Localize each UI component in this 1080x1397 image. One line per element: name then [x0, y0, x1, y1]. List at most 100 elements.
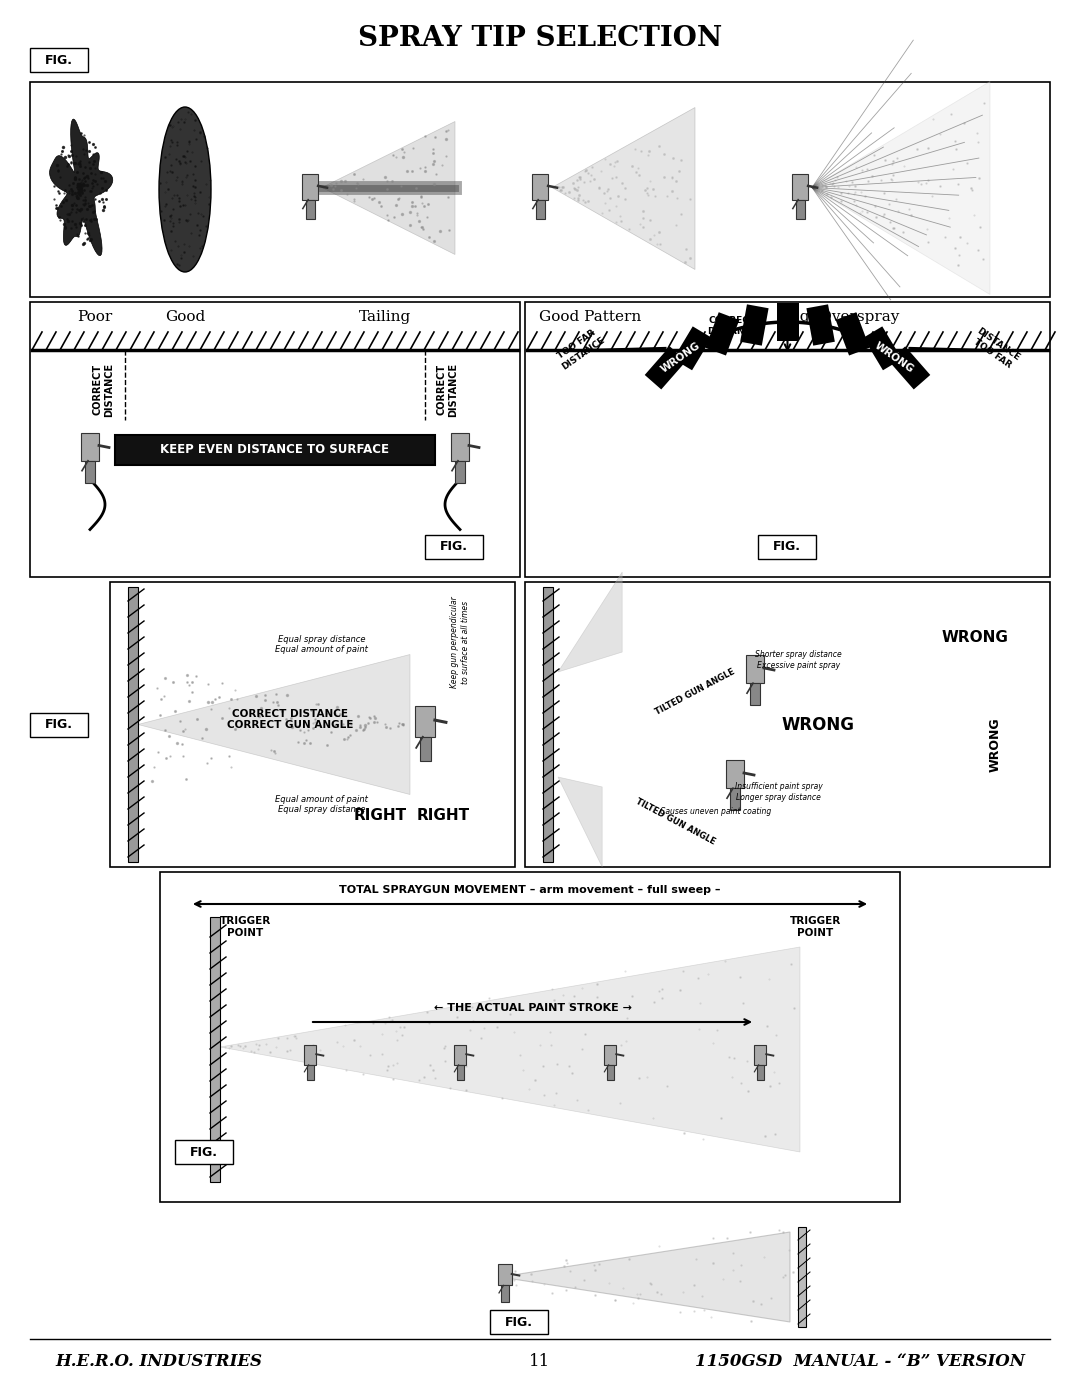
Text: Causes uneven paint coating: Causes uneven paint coating [660, 807, 771, 816]
Text: 11: 11 [529, 1354, 551, 1370]
Polygon shape [322, 122, 455, 254]
Text: CORRECT DISTANCE
CORRECT GUN ANGLE: CORRECT DISTANCE CORRECT GUN ANGLE [227, 708, 353, 731]
Polygon shape [500, 1232, 789, 1322]
Text: KEEP EVEN DISTANCE TO SURFACE: KEEP EVEN DISTANCE TO SURFACE [161, 443, 390, 455]
Ellipse shape [159, 108, 211, 272]
Text: WRONG: WRONG [873, 341, 916, 374]
Text: H.E.R.O. INDUSTRIES: H.E.R.O. INDUSTRIES [55, 1354, 262, 1370]
Bar [110, 583, 515, 868]
Polygon shape [812, 81, 990, 295]
Bar [750, 683, 760, 705]
Text: 1150GSD  MANUAL - “B” VERSION: 1150GSD MANUAL - “B” VERSION [696, 1354, 1025, 1370]
Bar [730, 788, 740, 810]
Bar [757, 535, 815, 559]
Bar [302, 175, 319, 200]
Bar [114, 434, 435, 464]
Text: Equal spray distance
Equal amount of paint: Equal spray distance Equal amount of pai… [275, 634, 368, 654]
Text: Good: Good [165, 310, 205, 324]
Bar [160, 872, 900, 1201]
Bar [746, 655, 764, 683]
Bar [607, 1065, 613, 1080]
Bar [543, 587, 553, 862]
Text: DISTANCE
TOO FAR: DISTANCE TOO FAR [969, 327, 1022, 372]
Text: Insufficient paint spray
Longer spray distance: Insufficient paint spray Longer spray di… [735, 782, 823, 802]
Text: FIG.: FIG. [772, 541, 800, 553]
Polygon shape [50, 119, 112, 256]
Text: TILTED GUN ANGLE: TILTED GUN ANGLE [634, 798, 716, 847]
Bar [726, 760, 744, 788]
Text: FIG.: FIG. [45, 718, 73, 731]
Text: CORRECT
DISTANCE: CORRECT DISTANCE [707, 316, 758, 335]
Text: WRONG: WRONG [942, 630, 1009, 644]
Text: RIGHT: RIGHT [353, 807, 406, 823]
Polygon shape [740, 305, 769, 345]
Polygon shape [863, 327, 902, 370]
Bar [415, 705, 435, 736]
Text: WRONG: WRONG [781, 715, 854, 733]
Polygon shape [558, 571, 622, 672]
Text: Tailing: Tailing [359, 310, 411, 324]
Polygon shape [552, 108, 696, 270]
Polygon shape [777, 303, 798, 341]
Bar [30, 712, 87, 736]
Text: TOO FAR
DISTANCE: TOO FAR DISTANCE [554, 327, 606, 372]
Text: FIG.: FIG. [505, 1316, 534, 1329]
Text: CORRECT
DISTANCE: CORRECT DISTANCE [436, 363, 458, 416]
Bar [455, 461, 465, 483]
Bar [129, 587, 138, 862]
Text: TRIGGER
POINT: TRIGGER POINT [219, 916, 271, 937]
Polygon shape [807, 305, 835, 345]
Bar [531, 175, 549, 200]
Bar [798, 1227, 806, 1327]
Text: FIG.: FIG. [440, 541, 468, 553]
Bar [306, 200, 314, 219]
Text: WRONG: WRONG [988, 717, 1001, 771]
Text: FIG.: FIG. [45, 53, 73, 67]
Polygon shape [558, 777, 603, 868]
Bar [501, 1285, 509, 1302]
Bar [465, 1207, 825, 1347]
Polygon shape [645, 346, 686, 390]
Text: DO NOT SWING ARM IN AN ARC: DO NOT SWING ARM IN AN ARC [700, 522, 895, 532]
Text: Poor: Poor [78, 310, 112, 324]
Bar [81, 433, 99, 461]
Bar [30, 302, 519, 577]
Bar [536, 200, 544, 219]
Text: Equal amount of paint
Equal spray distance: Equal amount of paint Equal spray distan… [275, 795, 368, 814]
Bar [754, 1045, 767, 1065]
Bar [85, 461, 95, 483]
Text: Good Pattern: Good Pattern [539, 310, 642, 324]
Polygon shape [889, 346, 930, 390]
Bar [210, 916, 220, 1182]
Bar [525, 583, 1050, 868]
Bar [454, 1045, 467, 1065]
Text: FIG.: FIG. [190, 1146, 218, 1158]
Text: WRONG: WRONG [659, 341, 702, 374]
Bar [490, 1310, 548, 1334]
Bar [756, 1065, 764, 1080]
Polygon shape [673, 327, 712, 370]
Bar [30, 47, 87, 73]
Text: CORRECT
DISTANCE: CORRECT DISTANCE [92, 363, 113, 416]
Text: TOTAL SPRAYGUN MOVEMENT – arm movement – full sweep –: TOTAL SPRAYGUN MOVEMENT – arm movement –… [339, 886, 720, 895]
Polygon shape [220, 947, 800, 1153]
Bar [525, 302, 1050, 577]
Bar [457, 1065, 463, 1080]
Bar [419, 736, 431, 761]
Bar [498, 1264, 512, 1285]
Polygon shape [836, 312, 869, 355]
Bar [796, 200, 805, 219]
Text: TRIGGER
POINT: TRIGGER POINT [789, 916, 840, 937]
Bar [451, 433, 469, 461]
Bar [426, 535, 483, 559]
Text: TILTED GUN ANGLE: TILTED GUN ANGLE [653, 668, 737, 717]
Bar [604, 1045, 617, 1065]
Polygon shape [138, 655, 410, 795]
Bar [303, 1045, 316, 1065]
Bar [307, 1065, 313, 1080]
Text: Fog, Overspray: Fog, Overspray [781, 310, 900, 324]
Text: RIGHT: RIGHT [417, 807, 470, 823]
Bar [175, 1140, 233, 1164]
Bar [792, 175, 808, 200]
Text: Shorter spray distance
Excessive paint spray: Shorter spray distance Excessive paint s… [755, 650, 841, 669]
